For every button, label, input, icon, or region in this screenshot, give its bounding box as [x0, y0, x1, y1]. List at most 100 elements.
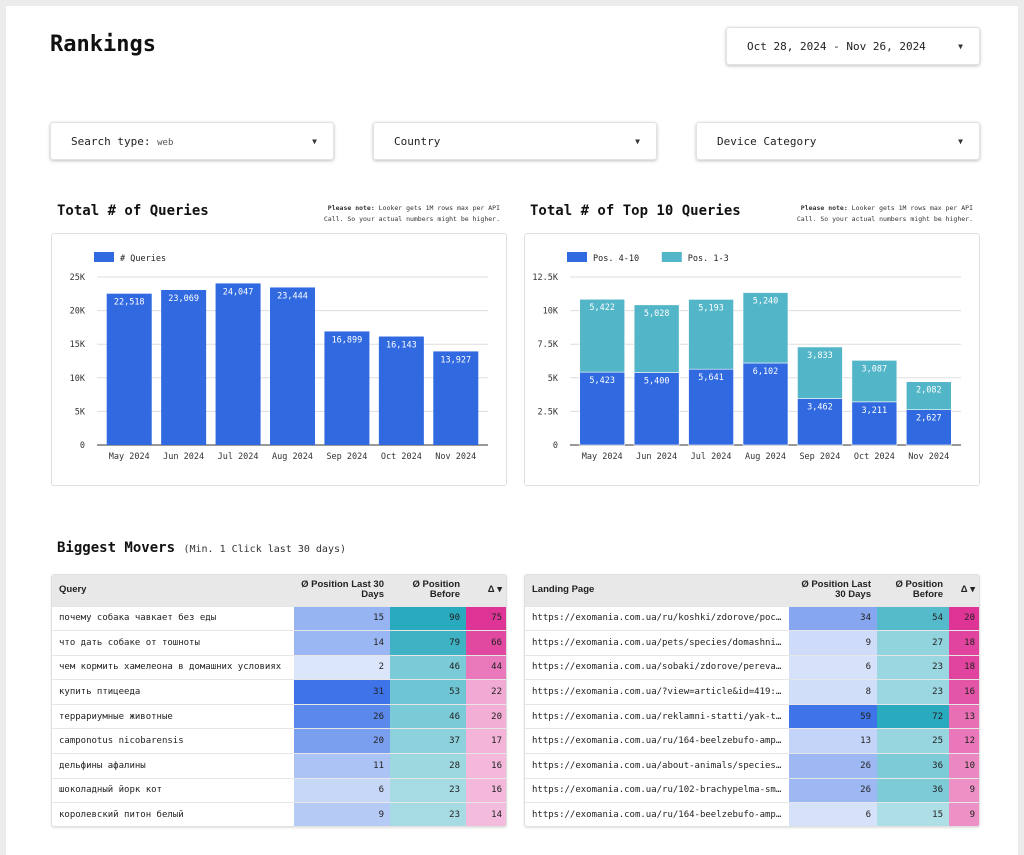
delta-cell: 20 [466, 703, 506, 729]
landing-page-cell[interactable]: https://exomania.com.ua/ru/164-beelzebuf… [525, 802, 789, 826]
landing-page-cell[interactable]: https://exomania.com.ua/pets/species/dom… [525, 630, 789, 656]
bar-pos-4-10[interactable] [688, 368, 734, 446]
x-tick-label: Oct 2024 [854, 452, 895, 462]
queries-chart-panel: 0 5K 10K 15K 20K 25K # Queries 22,518 May 2024 23… [51, 233, 507, 486]
y-tick-label: 5K [548, 374, 559, 384]
position-last-30-cell: 9 [294, 802, 390, 826]
bar-pos-1-3[interactable] [851, 360, 898, 403]
legend-label[interactable]: # Queries [120, 254, 166, 264]
api-note: Please note: Looker gets 1M rows max per… [796, 204, 973, 223]
bar-pos-4-10[interactable] [905, 409, 952, 446]
legend-label[interactable]: Pos. 1-3 [688, 254, 729, 264]
col-header-position-last-30[interactable]: Ø Position Last 30 Days [294, 575, 390, 606]
bar-pos-4-10[interactable] [579, 371, 626, 446]
position-last-30-cell: 9 [789, 630, 877, 656]
country-dropdown[interactable]: Country ▼ [373, 122, 657, 160]
bar-pos-4-10[interactable] [742, 362, 789, 446]
table-row[interactable]: https://exomania.com.ua/ru/koshki/zdorov… [525, 605, 979, 631]
table-row[interactable]: купить птицееда 31 53 22 [52, 679, 506, 705]
landing-page-cell[interactable]: https://exomania.com.ua/reklamni-statti/… [525, 703, 789, 729]
landing-page-cell[interactable]: https://exomania.com.ua/sobaki/zdorove/p… [525, 654, 789, 680]
bar--queries[interactable] [378, 336, 424, 445]
bar-pos-4-10[interactable] [851, 401, 898, 446]
query-cell[interactable]: что дать собаке от тошноты [52, 630, 294, 656]
col-header-position-before[interactable]: Ø Position Before [390, 575, 466, 606]
data-label: 5,240 [753, 297, 779, 307]
col-header-delta[interactable]: Δ ▾ [949, 575, 979, 606]
table-row[interactable]: что дать собаке от тошноты 14 79 66 [52, 630, 506, 656]
position-before-cell: 46 [390, 654, 466, 680]
query-cell[interactable]: террариумные животные [52, 703, 294, 729]
report-page: Rankings Oct 28, 2024 - Nov 26, 2024 ▼ S… [6, 6, 1018, 855]
table-row[interactable]: https://exomania.com.ua/reklamni-statti/… [525, 703, 979, 729]
bar-pos-1-3[interactable] [905, 381, 952, 410]
data-label: 3,833 [807, 351, 833, 361]
bar-pos-1-3[interactable] [633, 304, 680, 373]
table-row[interactable]: королевский питон белый 9 23 14 [52, 802, 506, 826]
query-cell[interactable]: почему собака чавкает без еды [52, 605, 294, 631]
query-cell[interactable]: camponotus nicobarensis [52, 728, 294, 754]
date-range-picker[interactable]: Oct 28, 2024 - Nov 26, 2024 ▼ [726, 27, 980, 65]
data-label: 5,641 [698, 373, 724, 383]
col-header-landing-page[interactable]: Landing Page [525, 575, 789, 606]
col-header-query[interactable]: Query [52, 575, 294, 606]
col-header-delta[interactable]: Δ ▾ [466, 575, 506, 606]
delta-cell: 9 [949, 802, 979, 826]
bar--queries[interactable] [161, 289, 207, 445]
legend-label[interactable]: Pos. 4-10 [593, 254, 639, 264]
table-row[interactable]: https://exomania.com.ua/pets/species/dom… [525, 630, 979, 656]
x-tick-label: Nov 2024 [908, 452, 949, 462]
queries-movers-table: Query Ø Position Last 30 Days Ø Position… [51, 574, 507, 827]
table-row[interactable]: чем кормить хамелеона в домашних условия… [52, 654, 506, 680]
table-row[interactable]: camponotus nicobarensis 20 37 17 [52, 728, 506, 754]
position-before-cell: 15 [877, 802, 949, 826]
table-row[interactable]: https://exomania.com.ua/ru/102-brachypel… [525, 777, 979, 803]
query-cell[interactable]: дельфины афалины [52, 753, 294, 779]
table-row[interactable]: https://exomania.com.ua/ru/164-beelzebuf… [525, 728, 979, 754]
landing-page-cell[interactable]: https://exomania.com.ua/ru/koshki/zdorov… [525, 605, 789, 631]
bar--queries[interactable] [215, 283, 261, 445]
table-row[interactable]: почему собака чавкает без еды 15 90 75 [52, 605, 506, 631]
col-header-position-last-30[interactable]: Ø Position Last 30 Days [789, 575, 877, 606]
table-row[interactable]: дельфины афалины 11 28 16 [52, 753, 506, 779]
bar-pos-1-3[interactable] [579, 298, 626, 373]
x-tick-label: May 2024 [109, 452, 150, 462]
legend-swatch [567, 252, 587, 262]
bar--queries[interactable] [433, 351, 479, 445]
y-tick-label: 12.5K [532, 273, 558, 283]
y-tick-label: 2.5K [538, 407, 559, 417]
x-tick-label: Nov 2024 [435, 452, 476, 462]
query-cell[interactable]: купить птицееда [52, 679, 294, 705]
table-row[interactable]: https://exomania.com.ua/?view=article&id… [525, 679, 979, 705]
position-before-cell: 90 [390, 605, 466, 631]
x-tick-label: Aug 2024 [745, 452, 786, 462]
position-before-cell: 27 [877, 630, 949, 656]
landing-page-cell[interactable]: https://exomania.com.ua/?view=article&id… [525, 679, 789, 705]
x-tick-label: Jul 2024 [218, 452, 259, 462]
query-cell[interactable]: шоколадный йорк кот [52, 777, 294, 803]
table-row[interactable]: https://exomania.com.ua/about-animals/sp… [525, 753, 979, 779]
position-last-30-cell: 2 [294, 654, 390, 680]
query-cell[interactable]: королевский питон белый [52, 802, 294, 826]
col-header-position-before[interactable]: Ø Position Before [877, 575, 949, 606]
landing-page-cell[interactable]: https://exomania.com.ua/about-animals/sp… [525, 753, 789, 779]
bar--queries[interactable] [106, 293, 152, 445]
bar--queries[interactable] [270, 287, 315, 445]
table-row[interactable]: https://exomania.com.ua/sobaki/zdorove/p… [525, 654, 979, 680]
table-row[interactable]: шоколадный йорк кот 6 23 16 [52, 777, 506, 803]
landing-page-cell[interactable]: https://exomania.com.ua/ru/102-brachypel… [525, 777, 789, 803]
table-row[interactable]: https://exomania.com.ua/ru/164-beelzebuf… [525, 802, 979, 826]
device-category-dropdown[interactable]: Device Category ▼ [696, 122, 980, 160]
y-tick-label: 15K [70, 340, 86, 350]
query-cell[interactable]: чем кормить хамелеона в домашних условия… [52, 654, 294, 680]
table-row[interactable]: террариумные животные 26 46 20 [52, 703, 506, 729]
bar--queries[interactable] [324, 331, 370, 445]
data-label: 24,047 [223, 287, 254, 297]
search-type-dropdown[interactable]: Search type: web ▼ [50, 122, 334, 160]
position-before-cell: 25 [877, 728, 949, 754]
landing-page-cell[interactable]: https://exomania.com.ua/ru/164-beelzebuf… [525, 728, 789, 754]
bar-pos-1-3[interactable] [688, 299, 734, 370]
bar-pos-1-3[interactable] [742, 292, 789, 364]
data-label: 16,143 [386, 341, 417, 351]
bar-pos-1-3[interactable] [797, 346, 843, 399]
